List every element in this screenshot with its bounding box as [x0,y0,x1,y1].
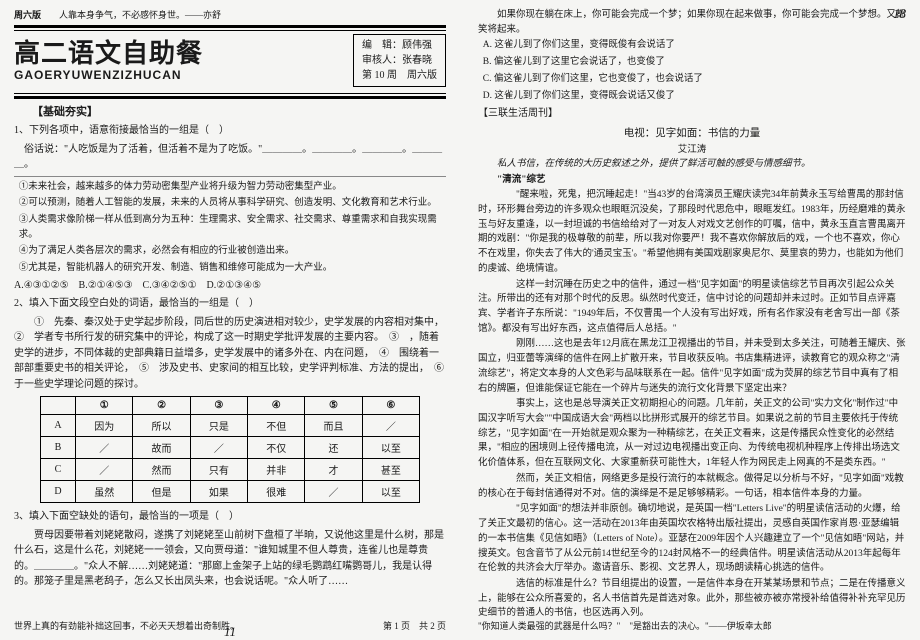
q3-opt-d: D. 这雀儿到了你们这里，变得既会说话又俊了 [478,89,906,104]
title-pinyin: GAOERYUWENZIZHUCAN [14,68,347,82]
td: 才 [305,459,362,481]
table-row: B ／ 故而 ／ 不仅 还 以至 [40,437,419,459]
q3-opt-b: B. 偏这雀儿到了这里它会说话了，也变俊了 [478,55,906,70]
td: 故而 [133,437,190,459]
article-h1: "清流"综艺 [478,173,906,188]
title-block: 高二语文自助餐 GAOERYUWENZIZHUCAN [14,39,347,82]
td: ／ [362,415,419,437]
q1-stem: 俗话说："人吃饭是为了活着，但活着不是为了吃饭。"＿＿＿＿。＿＿＿＿。＿＿＿＿。… [14,142,446,173]
td: 而且 [305,415,362,437]
footer-quote: 世界上真的有劲能补拙这回事，不必天天想着出奇制胜。 [14,619,239,632]
rule [14,25,446,28]
td: 以至 [362,437,419,459]
td: 所以 [133,415,190,437]
td: 甚至 [362,459,419,481]
section2-label: 【三联生活周刊】 [478,106,906,122]
article-p6: "见字如面"的想法并非原创。确切地说，是英国一档"Letters Live"的明… [478,502,906,576]
td: 很难 [248,481,305,503]
article-p7: 选信的标准是什么？节目组提出的设置，一是信件本身在开某某场景和节点；二是在传播意… [478,577,906,621]
q1-opt2: ②可以预测，随着人工智能的发展，未来的人员将从事科学研究、创造发明、文化教育和艺… [14,196,446,211]
left-page: 周六版 人靠本身争气，不必感怀身世。——亦舒 高二语文自助餐 GAOERYUWE… [0,0,460,638]
td: 只是 [190,415,247,437]
td: 但是 [133,481,190,503]
article-p1: "醒来啦，死鬼，把沉睡起走！"当43岁的台湾演员王耀庆读完34年前黄永玉写给曹禺… [478,188,906,276]
article-p5: 然而，关正文相信，网络更多是投行流行的本就概念。做得足以分析与不好，"见字如面"… [478,472,906,501]
th [40,397,75,415]
edition-label: 周六版 [14,8,41,21]
article-title: 电视：见字如面：书信的力量 [478,125,906,140]
th: ② [133,397,190,415]
week-line: 第 10 周 周六版 [362,68,437,83]
td: D [40,481,75,503]
rule [14,96,446,99]
q1-opt3: ③人类需求像阶梯一样从低到高分为五种：生理需求、安全需求、社交需求、尊重需求和自… [14,213,446,242]
footer-right: "你知道人类最强的武器是什么吗？" "是豁出去的决心。"——伊坂幸太郎 [478,619,910,632]
td: ／ [76,459,133,481]
rule [14,93,446,94]
section1-label: 【基础夯实】 [32,103,446,119]
reviewer-line: 审核人：张春晓 [362,53,437,68]
td: 虽然 [76,481,133,503]
page-indicator: 第 1 页 共 2 页 [383,619,446,632]
q1-choices: A.④③①②⑤ B.②①④⑤③ C.③④②⑤① D.②①③④⑤ [14,278,446,294]
q3-body: 贾母因要带着刘姥姥散闷，遂携了刘姥姥至山前树下盘桓了半晌，又说他这里是什么树，那… [14,528,446,590]
top-quote: 人靠本身争气，不必感怀身世。——亦舒 [59,8,221,21]
td: 不但 [248,415,305,437]
q1-opt4: ④为了满足人类各层次的需求，必然会有相应的行业被创造出来。 [14,244,446,259]
td: 并非 [248,459,305,481]
td: 以至 [362,481,419,503]
rule [14,30,446,31]
q1-opt5: ⑤尤其是，智能机器人的研究开发、制造、销售和维修可能成为一大产业。 [14,261,446,276]
td: 因为 [76,415,133,437]
handwritten-page-num: 18 [893,6,906,22]
q3-opt-c: C. 偏这雀儿到了你们这里，它也变俊了，也会说话了 [478,72,906,87]
th: ⑥ [362,397,419,415]
title-cn: 高二语文自助餐 [14,39,347,68]
divider [14,176,446,177]
td: ／ [190,437,247,459]
td: 如果 [190,481,247,503]
q2-body: ① 先秦、秦汉处于史学起步阶段，同后世的历史演进相对较少，史学发展的内容相对集中… [14,315,446,393]
header: 高二语文自助餐 GAOERYUWENZIZHUCAN 编 辑：顾伟强 审核人：张… [14,34,446,87]
td: 然而 [133,459,190,481]
td: ／ [305,481,362,503]
td: A [40,415,75,437]
th: ⑤ [305,397,362,415]
footer-quote: "你知道人类最强的武器是什么吗？" "是豁出去的决心。"——伊坂幸太郎 [478,619,772,632]
editor-line: 编 辑：顾伟强 [362,38,437,53]
q1: 1、下列各项中，语意衔接最恰当的一组是（ ） [14,123,446,139]
article-p2: 这样一封沉睡在历史之中的信件，通过一档"见字如面"的明星读信综艺节目再次引起公众… [478,278,906,337]
article-p4: 事实上，这也是总导演关正文初期担心的问题。几年前，关正文的公司"实力文化"制作过… [478,397,906,471]
article-author: 艾江涛 [478,141,906,155]
td: ／ [76,437,133,459]
q3: 3、填入下面空缺处的语句，最恰当的一项是（ ） [14,509,446,525]
table-row: C ／ 然而 只有 并非 才 甚至 [40,459,419,481]
th: ① [76,397,133,415]
right-page: 18 如果你现在躺在床上，你可能会完成一个梦；如果你现在起来做事，你可能会完成一… [460,0,920,638]
th: ③ [190,397,247,415]
table-header-row: ① ② ③ ④ ⑤ ⑥ [40,397,419,415]
th: ④ [248,397,305,415]
q3-opt-a: A. 这雀儿到了你们这里，变得既俊有会说话了 [478,38,906,53]
td: 还 [305,437,362,459]
table-row: D 虽然 但是 如果 很难 ／ 以至 [40,481,419,503]
article-lead: 私人书信，在传统的大历史叙述之外，提供了鲜活可触的感受与情感细节。 [478,157,906,172]
td: C [40,459,75,481]
q2-table: ① ② ③ ④ ⑤ ⑥ A 因为 所以 只是 不但 而且 ／ B ／ 故而 ／ … [40,396,420,503]
article-p3: 刚刚……这也是去年12月底在黑龙江卫视播出的节目，并未受到太多关注，可随着王耀庆… [478,337,906,396]
td: 只有 [190,459,247,481]
q1-opt1: ①未来社会，越来越多的体力劳动密集型产业将升级为智力劳动密集型产业。 [14,180,446,195]
q3-continuation: 如果你现在躺在床上，你可能会完成一个梦；如果你现在起来做事，你可能会完成一个梦想… [478,8,906,37]
top-line: 周六版 人靠本身争气，不必感怀身世。——亦舒 [14,8,446,21]
td: 不仅 [248,437,305,459]
td: B [40,437,75,459]
q2: 2、填入下面文段空白处的词语，最恰当的一组是（ ） [14,296,446,312]
table-row: A 因为 所以 只是 不但 而且 ／ [40,415,419,437]
info-box: 编 辑：顾伟强 审核人：张春晓 第 10 周 周六版 [353,34,446,87]
